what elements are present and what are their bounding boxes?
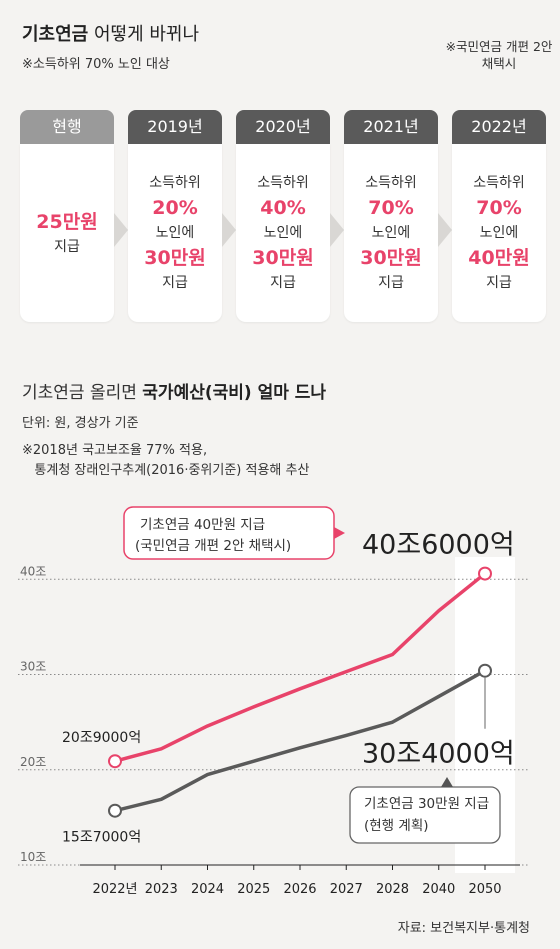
stage-value: 25만원: [36, 211, 98, 233]
stage-text: 소득하위: [365, 175, 417, 191]
y-tick-label: 20조: [20, 755, 46, 769]
start-value-label: 15조7000억: [62, 830, 141, 846]
stage-value: 40%: [260, 197, 306, 219]
stage-card: 현행 25만원 지급: [20, 110, 114, 322]
y-tick-label: 10조: [20, 850, 46, 864]
stage-value: 40만원: [468, 247, 530, 269]
x-tick-label: 2022년: [92, 882, 137, 897]
arrow-right-icon: [330, 213, 344, 247]
x-tick-label: 2024: [191, 882, 224, 897]
stage-value: 30만원: [360, 247, 422, 269]
x-tick-label: 2025: [237, 882, 270, 897]
stage-text: 소득하위: [473, 175, 525, 191]
callout-pointer-icon: [441, 777, 453, 787]
x-tick-label: 2028: [376, 882, 409, 897]
line-chart: 10조 20조 30조 40조 2022년 2023 2024 2025 2026 2027 202…: [18, 506, 530, 897]
stage-label: 2020년: [236, 110, 330, 144]
end-value-label: 30조4000억: [362, 739, 515, 770]
stage-text: 지급: [270, 275, 296, 291]
stage-label: 2021년: [344, 110, 438, 144]
stage-text: 지급: [162, 275, 188, 291]
stage-text: 지급: [486, 275, 512, 291]
stage-text: 노인에: [371, 225, 411, 241]
series-line: [114, 572, 487, 763]
y-tick-label: 40조: [20, 564, 46, 578]
page-subtitle: ※소득하위 70% 노인 대상: [22, 57, 170, 72]
stage-value: 70%: [476, 197, 522, 219]
stage-text: 소득하위: [149, 175, 201, 191]
stage-value: 30만원: [252, 247, 314, 269]
data-point: [478, 566, 492, 581]
series-callout-line: (현행 계획): [364, 818, 429, 834]
x-tick-label: 2023: [145, 882, 178, 897]
x-tick-label: 2026: [283, 882, 316, 897]
series-callout-line: 기초연금 40만원 지급: [140, 517, 265, 533]
page-title: 기초연금 어떻게 바뀌나: [22, 24, 200, 45]
stage-text: 노인에: [155, 225, 195, 241]
chart-unit: 단위: 원, 경상가 기준: [22, 416, 139, 431]
data-point: [478, 663, 492, 678]
stage-label: 2022년: [452, 110, 546, 144]
chart-title: 기초연금 올리면 국가예산(국비) 얼마 드나: [22, 383, 327, 403]
stage-value: 20%: [152, 197, 198, 219]
series-callout-line: (국민연금 개편 2안 채택시): [135, 538, 291, 554]
x-tick-label: 2050: [468, 882, 501, 897]
stage-text: 노인에: [263, 225, 303, 241]
arrow-right-icon: [114, 213, 128, 247]
stage-text: 지급: [54, 239, 80, 255]
stage-value: 30만원: [144, 247, 206, 269]
data-point: [108, 803, 122, 818]
stage-value: 70%: [368, 197, 414, 219]
stage-note: ※국민연금 개편 2안 채택시: [445, 39, 553, 71]
source-credit: 자료: 보건복지부·통계청: [397, 921, 530, 936]
data-point: [108, 754, 122, 769]
stage-text: 지급: [378, 275, 404, 291]
x-tick-label: 2040: [422, 882, 455, 897]
chart-note: ※2018년 국고보조율 77% 적용, 통계청 장래인구추계(2016·중위기…: [22, 443, 310, 478]
stage-text: 노인에: [479, 225, 519, 241]
stage-text: 소득하위: [257, 175, 309, 191]
x-tick-label: 2027: [330, 882, 363, 897]
arrow-right-icon: [438, 213, 452, 247]
arrow-right-icon: [222, 213, 236, 247]
series-line: [114, 669, 486, 813]
start-value-label: 20조9000억: [62, 730, 141, 746]
end-value-label: 40조6000억: [362, 530, 515, 561]
y-tick-label: 30조: [20, 660, 46, 674]
callout-pointer-icon: [334, 527, 345, 539]
series-callout: [349, 786, 501, 844]
series-callout-line: 기초연금 30만원 지급: [364, 796, 489, 812]
stage-label: 2019년: [128, 110, 222, 144]
stage-label: 현행: [20, 110, 114, 144]
